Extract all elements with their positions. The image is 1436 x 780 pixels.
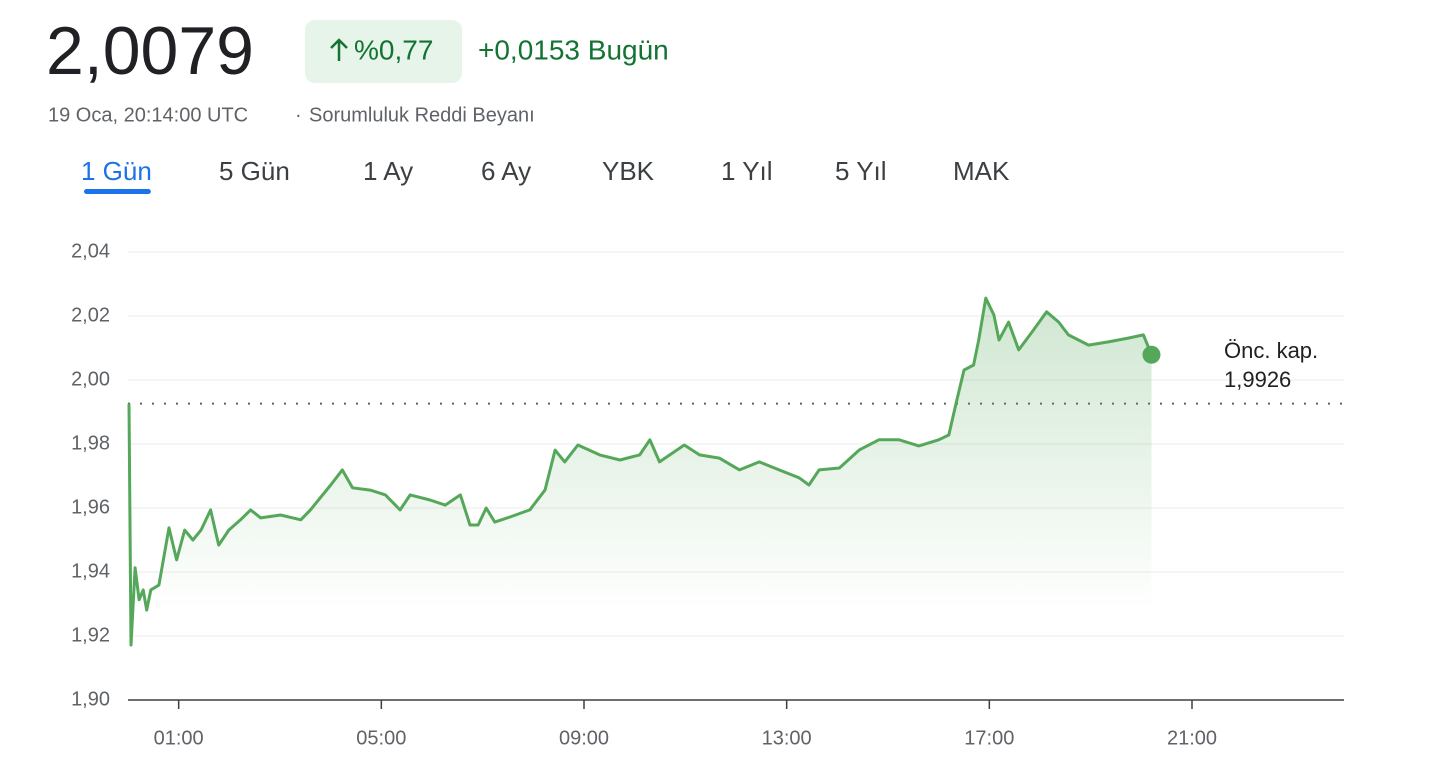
separator: · bbox=[295, 104, 302, 126]
range-tabs: 1 Gün 5 Gün 1 Ay 6 Ay YBK 1 Yıl 5 Yıl MAK bbox=[81, 156, 1010, 194]
x-tick-label: 05:00 bbox=[356, 727, 406, 749]
price-area bbox=[129, 298, 1152, 645]
y-tick-label: 1,90 bbox=[71, 688, 110, 710]
change-absolute: +0,0153 Bugün bbox=[478, 34, 669, 65]
y-tick-label: 2,04 bbox=[71, 240, 110, 262]
range-tab[interactable]: 1 Ay bbox=[363, 156, 413, 186]
price: 2,0079 bbox=[46, 13, 254, 89]
y-tick-label: 2,00 bbox=[71, 368, 110, 390]
change-percent: %0,77 bbox=[354, 34, 433, 65]
disclaimer-link[interactable]: Sorumluluk Reddi Beyanı bbox=[309, 104, 535, 126]
plot: 1,90 1,92 1,94 1,96 1,98 2,00 2,02 2,04 01:00 05:… bbox=[71, 240, 1344, 749]
previous-close-value: 1,9926 bbox=[1224, 367, 1291, 392]
previous-close-label: Önc. kap. bbox=[1224, 338, 1318, 363]
y-tick-label: 1,94 bbox=[71, 560, 110, 582]
range-tab[interactable]: YBK bbox=[602, 156, 655, 186]
timestamp: 19 Oca, 20:14:00 UTC bbox=[48, 104, 248, 126]
x-tick-label: 09:00 bbox=[559, 727, 609, 749]
range-tab[interactable]: 6 Ay bbox=[481, 156, 531, 186]
x-tick-label: 01:00 bbox=[154, 727, 204, 749]
change-badge bbox=[305, 20, 462, 83]
up-arrow bbox=[330, 38, 348, 61]
y-tick-label: 1,98 bbox=[71, 432, 110, 454]
range-tab[interactable]: 1 Yıl bbox=[721, 156, 773, 186]
y-tick-label: 1,96 bbox=[71, 496, 110, 518]
x-tick-label: 17:00 bbox=[964, 727, 1014, 749]
price-line bbox=[127, 296, 1153, 647]
y-tick-label: 1,92 bbox=[71, 624, 110, 646]
current-price-dot bbox=[1142, 345, 1161, 364]
range-tab[interactable]: 1 Gün bbox=[81, 156, 152, 186]
range-tab[interactable]: MAK bbox=[953, 156, 1010, 186]
active-tab-indicator bbox=[84, 189, 151, 194]
x-tick-label: 13:00 bbox=[762, 727, 812, 749]
range-tab[interactable]: 5 Yıl bbox=[835, 156, 887, 186]
range-tab[interactable]: 5 Gün bbox=[219, 156, 290, 186]
y-tick-label: 2,02 bbox=[71, 304, 110, 326]
x-tick-label: 21:00 bbox=[1167, 727, 1217, 749]
